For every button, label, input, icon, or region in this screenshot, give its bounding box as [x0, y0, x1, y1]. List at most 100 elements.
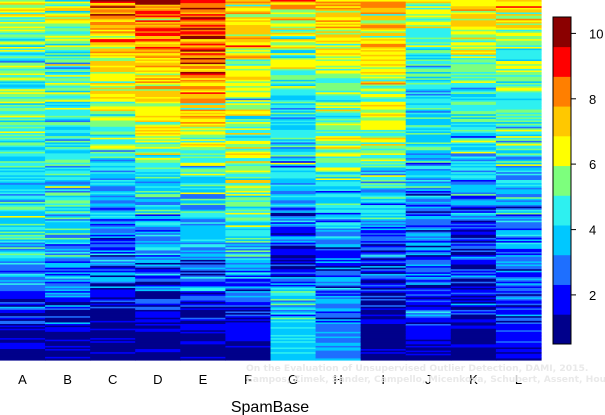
heatmap-cell	[45, 159, 91, 162]
heatmap-cell	[315, 198, 362, 201]
heatmap-cell	[135, 104, 181, 108]
heatmap-cell	[90, 165, 136, 169]
heatmap-cell	[495, 314, 542, 317]
heatmap-cell	[0, 273, 46, 277]
heatmap-cell	[450, 330, 497, 333]
heatmap-cell	[450, 237, 497, 241]
heatmap-cell	[90, 159, 136, 162]
heatmap-cell	[315, 247, 362, 250]
heatmap-cell	[360, 226, 407, 230]
heatmap-cell	[360, 51, 407, 54]
heatmap-cell	[180, 341, 227, 344]
heatmap-cell	[225, 133, 272, 136]
heatmap-cell	[0, 294, 46, 297]
heatmap-cell	[135, 352, 181, 355]
heatmap-cell	[315, 14, 362, 17]
heatmap-cell	[495, 217, 542, 220]
heatmap-cell	[45, 48, 91, 51]
heatmap-cell	[450, 73, 497, 76]
heatmap-cell	[135, 92, 181, 95]
heatmap-cell	[90, 125, 136, 128]
heatmap-cell	[495, 81, 542, 84]
heatmap-cell	[405, 281, 452, 284]
heatmap-cell	[225, 139, 272, 142]
heatmap-cell	[0, 18, 46, 21]
heatmap-cell	[270, 206, 317, 209]
heatmap-cell	[360, 61, 407, 64]
heatmap-cell	[135, 29, 181, 32]
heatmap-cell	[360, 111, 407, 114]
heatmap-cell	[135, 206, 181, 209]
heatmap-cell	[405, 341, 452, 344]
heatmap-cell	[315, 57, 362, 61]
heatmap-cell	[360, 233, 407, 236]
heatmap-cell	[495, 237, 542, 241]
heatmap-cell	[45, 147, 91, 150]
heatmap-cell	[225, 342, 272, 345]
heatmap-cell	[45, 209, 91, 212]
heatmap-cell	[135, 148, 181, 151]
heatmap-cell	[360, 334, 407, 338]
heatmap-cell	[225, 241, 272, 244]
heatmap-cell	[450, 309, 497, 313]
heatmap-cell	[135, 339, 181, 342]
heatmap-cell	[135, 291, 181, 294]
heatmap-cell	[450, 68, 497, 72]
heatmap-cell	[0, 336, 46, 339]
heatmap-cell	[0, 134, 46, 137]
heatmap-cell	[360, 165, 407, 169]
colorbar-tick-label: 2	[589, 288, 596, 303]
heatmap-cell	[360, 12, 407, 15]
heatmap-cell	[405, 129, 452, 133]
heatmap-cell	[180, 208, 227, 211]
heatmap-cell	[405, 278, 452, 281]
heatmap-cell	[360, 331, 407, 334]
heatmap-cell	[90, 65, 136, 68]
heatmap-cell	[0, 28, 46, 31]
heatmap-cell	[0, 56, 46, 59]
heatmap-cell	[450, 53, 497, 56]
heatmap-cell	[450, 277, 497, 280]
heatmap-cell	[0, 195, 46, 198]
heatmap-cell	[270, 325, 317, 328]
heatmap-cell	[135, 327, 181, 330]
heatmap-cell	[495, 133, 542, 136]
heatmap-cell	[315, 261, 362, 264]
heatmap-cell	[315, 125, 362, 128]
heatmap-cell	[360, 1, 407, 4]
heatmap-cell	[360, 219, 407, 222]
colorbar-segment	[553, 135, 571, 167]
heatmap-cell	[90, 324, 136, 327]
heatmap-cell	[135, 242, 181, 245]
heatmap-cell	[90, 342, 136, 345]
heatmap-cell	[495, 0, 542, 3]
heatmap-cell	[270, 336, 317, 339]
heatmap-cell	[90, 158, 136, 161]
heatmap-cell	[45, 286, 91, 289]
heatmap-cell	[135, 292, 181, 295]
heatmap-cell	[225, 100, 272, 103]
heatmap-cell	[270, 320, 317, 324]
heatmap-cell	[495, 144, 542, 147]
heatmap-cell	[0, 40, 46, 43]
heatmap-cell	[315, 333, 362, 336]
heatmap-cell	[270, 350, 317, 353]
heatmap-cell	[270, 48, 317, 51]
heatmap-cell	[315, 154, 362, 158]
heatmap-cell	[405, 173, 452, 176]
heatmap-cell	[180, 137, 227, 140]
heatmap-cell	[495, 261, 542, 264]
heatmap-cell	[360, 324, 407, 327]
heatmap-cell	[0, 197, 46, 200]
heatmap-cell	[495, 101, 542, 104]
heatmap-cell	[0, 183, 46, 186]
heatmap-cell	[495, 125, 542, 128]
heatmap-cell	[315, 220, 362, 223]
x-tick-label-L: L	[515, 372, 522, 387]
heatmap-cell	[135, 78, 181, 81]
heatmap-cell	[315, 303, 362, 306]
heatmap-cell	[495, 228, 542, 231]
heatmap-cell	[0, 108, 46, 111]
heatmap-cell	[315, 20, 362, 23]
heatmap-cell	[180, 39, 227, 42]
